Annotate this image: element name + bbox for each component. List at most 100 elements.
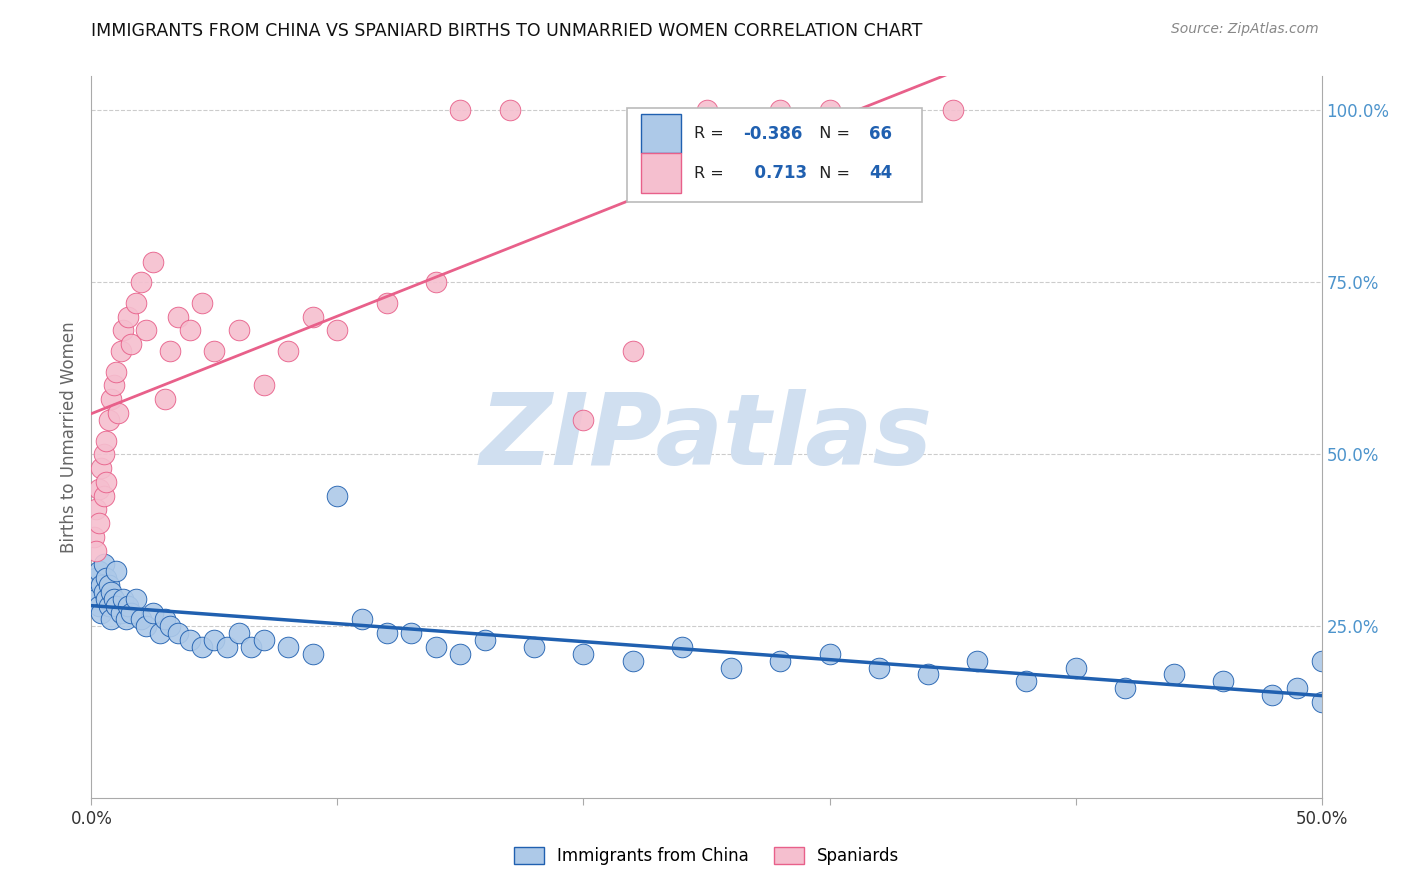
Point	[93, 489, 115, 503]
Point	[720, 660, 742, 674]
Point	[149, 626, 172, 640]
Point	[103, 591, 125, 606]
Point	[1015, 674, 1038, 689]
Point	[112, 591, 135, 606]
Point	[124, 591, 146, 606]
Point	[107, 406, 129, 420]
Point	[97, 599, 120, 613]
Point	[301, 310, 323, 324]
Point	[87, 482, 110, 496]
Point	[769, 654, 792, 668]
Point	[179, 633, 201, 648]
Point	[83, 585, 105, 599]
Text: 44: 44	[869, 164, 893, 182]
Point	[100, 585, 122, 599]
Point	[135, 619, 156, 633]
Point	[129, 612, 152, 626]
Point	[86, 571, 108, 585]
Point	[83, 530, 105, 544]
Point	[941, 103, 963, 118]
Point	[253, 378, 276, 392]
Point	[100, 612, 122, 626]
Point	[425, 275, 447, 289]
Point	[120, 337, 142, 351]
Point	[695, 103, 717, 118]
Point	[621, 654, 644, 668]
Point	[86, 591, 108, 606]
Point	[449, 103, 471, 118]
Point	[240, 640, 263, 654]
Point	[86, 543, 108, 558]
Point	[159, 344, 181, 359]
Point	[1163, 667, 1185, 681]
Point	[1261, 688, 1284, 702]
Point	[671, 640, 693, 654]
Y-axis label: Births to Unmarried Women: Births to Unmarried Women	[59, 321, 77, 553]
Point	[326, 323, 349, 337]
Point	[191, 296, 214, 310]
Point	[449, 647, 471, 661]
Point	[90, 461, 112, 475]
Point	[105, 365, 127, 379]
Point	[153, 612, 177, 626]
Point	[105, 564, 127, 578]
Point	[179, 323, 201, 337]
Point	[117, 310, 139, 324]
Point	[572, 413, 595, 427]
Point	[96, 571, 117, 585]
Point	[277, 344, 299, 359]
FancyBboxPatch shape	[627, 108, 922, 202]
Point	[572, 647, 595, 661]
Point	[1212, 674, 1234, 689]
Point	[1064, 660, 1087, 674]
Point	[120, 606, 142, 620]
Point	[621, 344, 644, 359]
Point	[425, 640, 447, 654]
Point	[110, 344, 132, 359]
Text: R =: R =	[695, 126, 730, 141]
Point	[818, 103, 841, 118]
Point	[818, 647, 841, 661]
Text: ZIPatlas: ZIPatlas	[479, 389, 934, 485]
Text: Source: ZipAtlas.com: Source: ZipAtlas.com	[1171, 22, 1319, 37]
Text: R =: R =	[695, 166, 730, 181]
Point	[142, 254, 165, 268]
Point	[1285, 681, 1308, 696]
Point	[215, 640, 238, 654]
Point	[253, 633, 276, 648]
Point	[523, 640, 546, 654]
Text: N =: N =	[808, 126, 855, 141]
Point	[124, 296, 146, 310]
Point	[1310, 654, 1333, 668]
Text: -0.386: -0.386	[744, 125, 803, 143]
Point	[103, 378, 125, 392]
Point	[202, 633, 225, 648]
Point	[153, 392, 177, 407]
Point	[159, 619, 181, 633]
Point	[100, 392, 122, 407]
Point	[966, 654, 988, 668]
Point	[399, 626, 422, 640]
Point	[1310, 695, 1333, 709]
Point	[96, 475, 117, 489]
Text: N =: N =	[808, 166, 855, 181]
Point	[166, 310, 188, 324]
Point	[110, 606, 132, 620]
Point	[166, 626, 188, 640]
Point	[135, 323, 156, 337]
Point	[112, 323, 135, 337]
Point	[474, 633, 496, 648]
Point	[769, 103, 792, 118]
Point	[375, 626, 398, 640]
Text: IMMIGRANTS FROM CHINA VS SPANIARD BIRTHS TO UNMARRIED WOMEN CORRELATION CHART: IMMIGRANTS FROM CHINA VS SPANIARD BIRTHS…	[91, 22, 922, 40]
Point	[277, 640, 299, 654]
Legend: Immigrants from China, Spaniards: Immigrants from China, Spaniards	[505, 838, 908, 873]
Point	[93, 447, 115, 461]
Point	[917, 667, 939, 681]
Text: 66: 66	[869, 125, 891, 143]
Point	[97, 578, 120, 592]
Point	[97, 413, 120, 427]
Point	[90, 578, 112, 592]
Point	[93, 558, 115, 572]
Point	[301, 647, 323, 661]
